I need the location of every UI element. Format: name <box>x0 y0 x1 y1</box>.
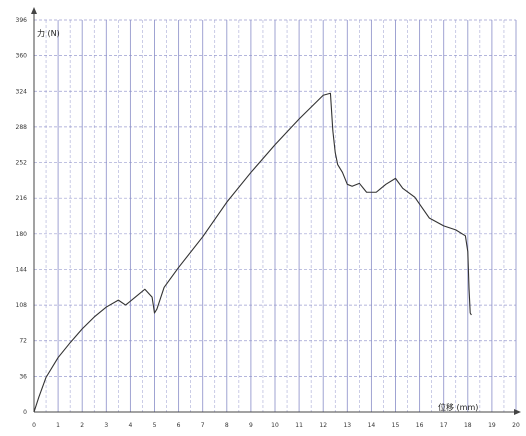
y-tick-label: 324 <box>16 88 28 95</box>
grid-lines <box>34 19 517 412</box>
x-tick-labels: 0 1 2 3 4 5 6 7 8 9 10 11 12 13 14 15 16 17 18 19 20 <box>32 422 520 429</box>
x-tick-label: 19 <box>488 422 496 429</box>
y-axis-title: 力 (N) <box>37 28 60 38</box>
x-tick-label: 12 <box>319 422 327 429</box>
x-tick-label: 6 <box>177 422 181 429</box>
y-tick-label: 72 <box>19 338 27 345</box>
x-axis-title: 位移 (mm) <box>438 402 478 412</box>
x-tick-label: 0 <box>32 422 36 429</box>
y-tick-label: 108 <box>16 302 28 309</box>
y-tick-label: 252 <box>16 160 28 167</box>
x-axis-arrow-icon <box>514 409 521 415</box>
y-axis-arrow-icon <box>31 7 37 14</box>
x-tick-label: 2 <box>80 422 84 429</box>
series-line <box>33 92 472 413</box>
x-tick-label: 9 <box>249 422 253 429</box>
y-tick-label: 288 <box>16 124 28 131</box>
x-tick-label: 20 <box>512 422 520 429</box>
y-tick-label: 144 <box>16 266 28 273</box>
x-tick-label: 13 <box>343 422 351 429</box>
x-tick-label: 5 <box>153 422 157 429</box>
y-tick-label: 216 <box>16 195 28 202</box>
y-tick-label: 36 <box>19 373 27 380</box>
x-tick-label: 14 <box>368 422 376 429</box>
x-tick-label: 16 <box>416 422 424 429</box>
x-tick-label: 3 <box>104 422 108 429</box>
y-tick-label: 0 <box>23 409 27 416</box>
x-tick-label: 15 <box>392 422 400 429</box>
x-tick-label: 7 <box>201 422 205 429</box>
y-tick-label: 360 <box>16 53 28 60</box>
y-tick-label: 180 <box>16 231 28 238</box>
x-tick-label: 8 <box>225 422 229 429</box>
y-tick-labels: 0 36 72 108 144 180 216 252 288 324 360 396 <box>16 17 28 416</box>
x-tick-label: 11 <box>295 422 303 429</box>
axes <box>31 7 521 415</box>
x-tick-label: 18 <box>464 422 472 429</box>
y-tick-label: 396 <box>16 17 28 24</box>
x-tick-label: 17 <box>440 422 448 429</box>
x-tick-label: 1 <box>56 422 60 429</box>
x-tick-label: 10 <box>271 422 279 429</box>
x-tick-label: 4 <box>128 422 132 429</box>
